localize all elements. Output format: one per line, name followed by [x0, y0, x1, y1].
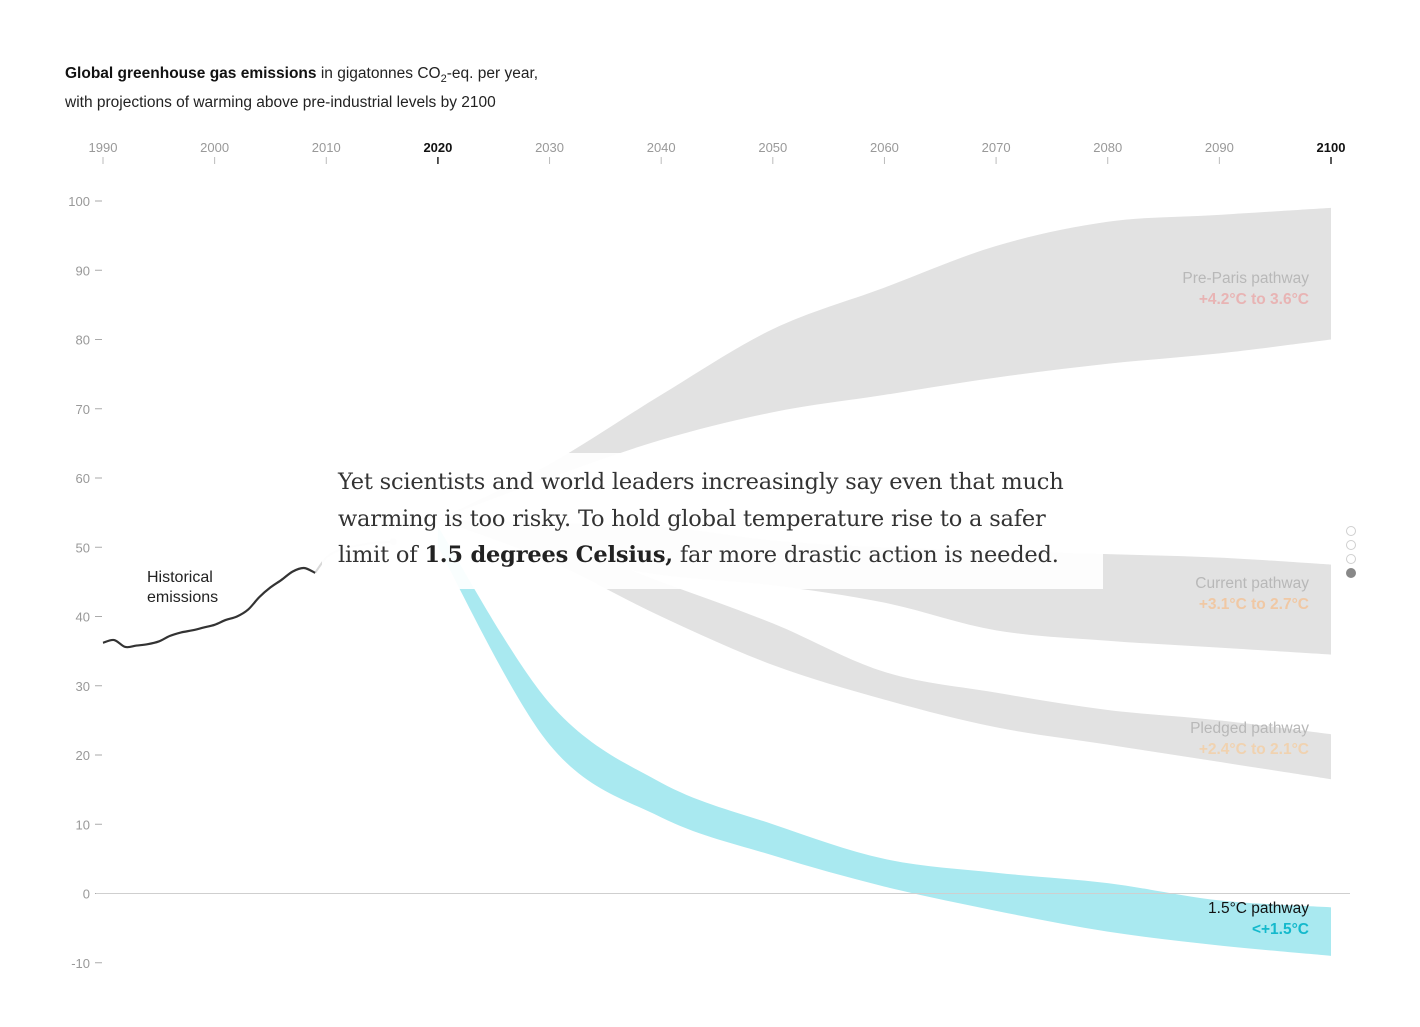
x-tick-label: 1990: [89, 140, 118, 155]
pathway-warming-label: +2.4°C to 2.1°C: [1199, 741, 1309, 758]
pathway-name-label: Current pathway: [1195, 575, 1309, 592]
y-tick-label: 90: [76, 263, 90, 278]
chart-title: Global greenhouse gas emissions: [65, 65, 317, 82]
y-tick-label: 80: [76, 333, 90, 348]
historical-emissions-line: Historical emissions: [102, 538, 397, 649]
y-tick-label: 10: [76, 817, 90, 832]
y-tick-label: 0: [83, 887, 90, 902]
y-tick-label: 20: [76, 748, 90, 763]
y-tick-label: 70: [76, 402, 90, 417]
chart-title-units-end: -eq. per year,: [446, 65, 539, 82]
x-tick-label: 2040: [647, 140, 676, 155]
step-dot[interactable]: [1346, 526, 1356, 536]
pathway-name-label: Pre-Paris pathway: [1182, 270, 1309, 287]
pathway-name-label: Pledged pathway: [1190, 720, 1309, 737]
y-tick-label: 60: [76, 471, 90, 486]
pathway-name-label: 1.5°C pathway: [1208, 900, 1309, 917]
band-pre-paris-pathway: [437, 207, 1332, 520]
caption-text-start: Yet scientists and world leaders increas…: [338, 469, 1064, 568]
x-tick-label: 2000: [200, 140, 229, 155]
caption-highlight: 1.5 degrees Celsius,: [424, 542, 673, 568]
step-dot[interactable]: [1346, 540, 1356, 550]
x-tick-label: 2010: [312, 140, 341, 155]
y-tick-label: 100: [68, 194, 90, 209]
step-dot[interactable]: [1346, 568, 1356, 578]
story-caption: Yet scientists and world leaders increas…: [338, 464, 1078, 574]
x-tick-label: 2030: [535, 140, 564, 155]
step-indicator: [1346, 526, 1358, 582]
chart-header: Global greenhouse gas emissions in gigat…: [65, 62, 538, 114]
chart-title-units: in gigatonnes CO: [316, 65, 441, 82]
x-tick-label: 2100: [1317, 140, 1346, 155]
x-tick-label: 2090: [1205, 140, 1234, 155]
step-dot[interactable]: [1346, 554, 1356, 564]
x-tick-label: 2050: [758, 140, 787, 155]
y-tick-label: -10: [71, 956, 90, 971]
pathway-labels: Pre-Paris pathway +4.2°C to 3.6°C Current …: [1182, 270, 1309, 938]
pathway-warming-label: <+1.5°C: [1252, 921, 1309, 938]
x-tick-label: 2060: [870, 140, 899, 155]
pathway-warming-label: +3.1°C to 2.7°C: [1199, 596, 1309, 613]
band-1-5-c-pathway: [437, 526, 1332, 956]
x-tick-label: 2020: [423, 140, 452, 155]
historical-label: Historical emissions: [147, 569, 218, 606]
pathway-warming-label: +4.2°C to 3.6°C: [1199, 291, 1309, 308]
x-tick-label: 2070: [982, 140, 1011, 155]
y-tick-label: 40: [76, 610, 90, 625]
caption-text-end: far more drastic action is needed.: [672, 542, 1059, 568]
y-tick-label: 30: [76, 679, 90, 694]
historical-line: [102, 566, 316, 649]
x-tick-label: 2080: [1093, 140, 1122, 155]
caption-backdrop: [322, 453, 1103, 589]
chart-subtitle: with projections of warming above pre-in…: [65, 94, 496, 112]
y-tick-label: 50: [76, 540, 90, 555]
x-axis: 1990 2000 2010 2020 2030 2040 2050 2060 2070 2080…: [89, 140, 1346, 164]
chart-title-subscript: 2: [440, 73, 447, 86]
